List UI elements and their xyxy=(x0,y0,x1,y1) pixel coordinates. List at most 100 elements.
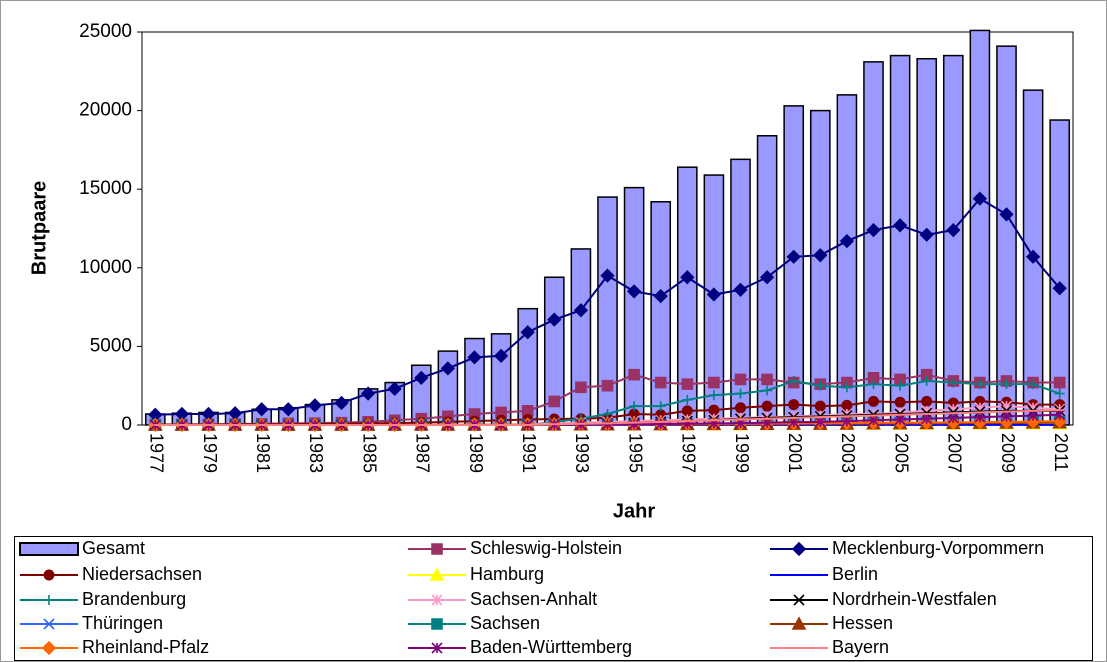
line-marker xyxy=(892,218,908,233)
y-tick-label: 15000 xyxy=(79,178,132,199)
line-marker xyxy=(1027,410,1039,422)
line-marker xyxy=(254,402,269,417)
line-marker xyxy=(495,406,507,419)
legend-marker xyxy=(43,569,55,581)
line-marker xyxy=(680,270,695,285)
legend-label: Mecklenburg-Vorpommern xyxy=(832,538,1044,558)
line-marker xyxy=(761,400,773,412)
line-marker xyxy=(440,361,456,376)
line-marker xyxy=(974,379,985,390)
x-tick-label: 1989 xyxy=(466,433,486,473)
legend-marker xyxy=(44,595,54,605)
line-marker xyxy=(414,370,429,385)
line-marker xyxy=(1000,410,1013,422)
legend-marker xyxy=(41,640,57,656)
line-marker xyxy=(681,378,694,390)
line-marker xyxy=(839,233,855,249)
line-marker xyxy=(866,222,881,238)
bar xyxy=(623,186,645,426)
line-marker xyxy=(601,379,614,392)
y-tick-label: 25000 xyxy=(79,21,132,42)
line-marker xyxy=(733,282,748,297)
legend-label: Hamburg xyxy=(470,564,544,584)
line-marker xyxy=(547,312,562,327)
line-marker xyxy=(1052,281,1067,296)
x-tick-label: 2003 xyxy=(838,433,858,473)
bar xyxy=(942,54,964,426)
line-marker xyxy=(868,395,879,407)
line-marker xyxy=(867,372,880,384)
line-marker xyxy=(281,402,296,417)
line-marker xyxy=(1025,249,1041,264)
line-marker xyxy=(921,375,932,386)
line-marker xyxy=(921,395,933,407)
x-tick-label: 1977 xyxy=(147,433,167,473)
line-marker xyxy=(548,395,561,408)
line-marker xyxy=(575,381,587,394)
x-axis-label: Jahr xyxy=(613,500,655,522)
x-tick-label: 1999 xyxy=(732,433,752,473)
line-marker xyxy=(814,400,826,412)
x-tick-label: 2005 xyxy=(891,433,911,473)
line-marker xyxy=(735,388,746,399)
legend-marker xyxy=(431,543,443,555)
line-marker xyxy=(1054,409,1066,421)
x-tick-label: 1983 xyxy=(306,433,326,473)
line-marker xyxy=(708,390,719,401)
legend-swatch xyxy=(19,542,79,556)
legend-label: Gesamt xyxy=(82,538,145,558)
line-marker xyxy=(334,395,349,411)
line-marker xyxy=(1001,379,1012,390)
y-tick-label: 10000 xyxy=(79,257,132,278)
legend-label: Nordrhein-Westfalen xyxy=(832,589,997,609)
x-tick-label: 2007 xyxy=(945,433,965,473)
x-tick-label: 1985 xyxy=(359,433,379,473)
bar xyxy=(969,29,991,426)
legend-marker xyxy=(431,642,443,654)
line-marker xyxy=(920,368,933,381)
line-marker xyxy=(868,379,879,390)
line-marker xyxy=(307,398,323,413)
line-marker xyxy=(1053,376,1066,389)
line-marker xyxy=(573,303,589,318)
legend-label: Niedersachsen xyxy=(82,564,202,584)
line-marker xyxy=(681,405,693,417)
legend-label: Baden-Württemberg xyxy=(470,637,632,657)
line-marker xyxy=(1028,379,1039,390)
legend-label: Sachsen-Anhalt xyxy=(470,589,597,609)
line-marker xyxy=(788,399,800,411)
line-marker xyxy=(894,396,906,408)
x-tick-label: 1979 xyxy=(200,433,220,473)
line-marker xyxy=(814,416,826,428)
line-marker xyxy=(762,385,773,396)
line-marker xyxy=(626,284,642,299)
x-tick-label: 1991 xyxy=(519,433,539,473)
line-marker xyxy=(654,376,667,389)
line-marker xyxy=(946,222,961,238)
legend-marker xyxy=(791,541,807,557)
line-marker xyxy=(815,380,826,391)
line-marker xyxy=(735,402,746,414)
line-marker xyxy=(786,249,801,264)
line-marker xyxy=(841,415,853,427)
x-tick-label: 2011 xyxy=(1051,433,1071,472)
bar xyxy=(889,54,911,426)
line-marker xyxy=(629,401,640,412)
legend-marker xyxy=(43,618,55,630)
legend-label: Sachsen xyxy=(470,613,540,633)
line-marker xyxy=(655,401,666,412)
line-marker xyxy=(919,227,934,242)
line-marker xyxy=(974,411,986,423)
x-tick-label: 1995 xyxy=(625,433,645,473)
line-marker xyxy=(867,414,880,426)
x-tick-label: 1997 xyxy=(679,433,699,473)
legend-marker xyxy=(791,616,807,630)
line-marker xyxy=(467,350,482,365)
bar xyxy=(570,248,592,426)
legend-label: Brandenburg xyxy=(82,589,186,609)
legend-label: Bayern xyxy=(832,637,889,657)
line-marker xyxy=(841,399,853,411)
line-marker xyxy=(1054,388,1065,399)
line-marker xyxy=(360,386,376,401)
x-tick-label: 2001 xyxy=(785,433,805,473)
